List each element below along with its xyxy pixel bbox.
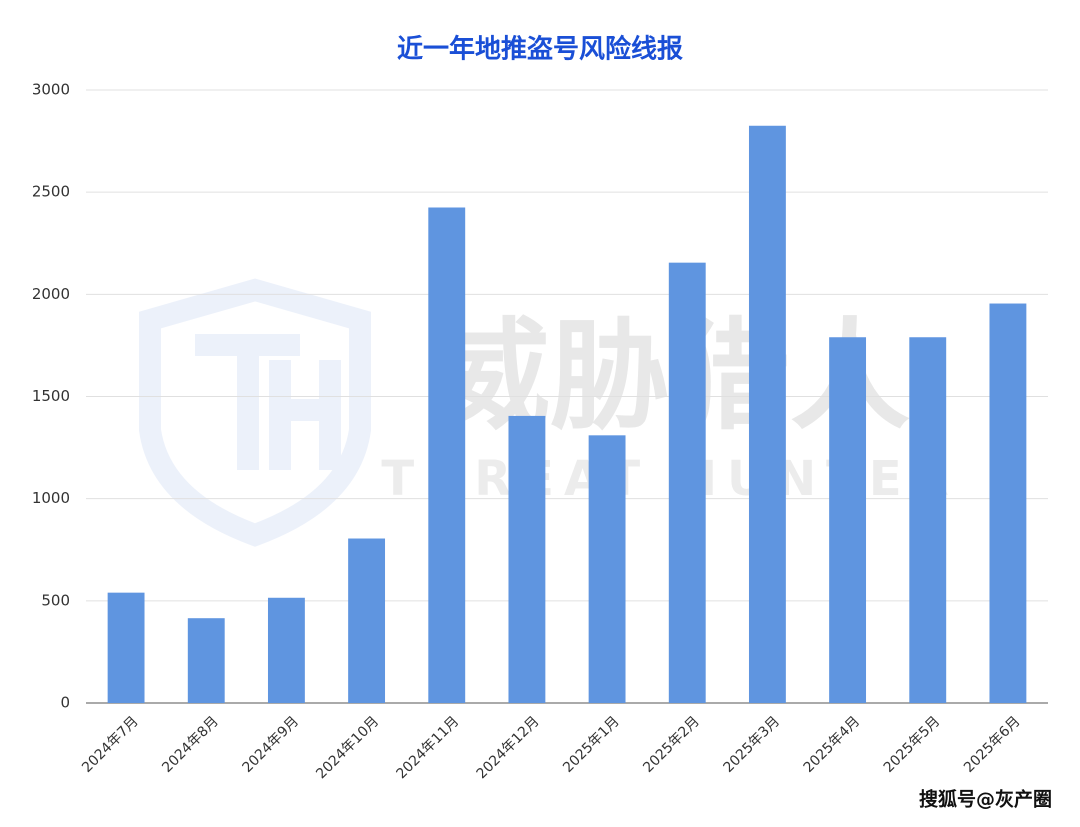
watermark-logo: [139, 278, 371, 547]
bar: [508, 415, 546, 703]
y-tick-label: 2000: [32, 285, 70, 303]
x-tick-label: 2025年6月: [961, 713, 1024, 776]
x-tick-label: 2025年2月: [640, 713, 703, 776]
y-tick-label: 2500: [32, 183, 70, 201]
y-tick-label: 3000: [32, 81, 70, 99]
x-tick-label: 2024年10月: [313, 713, 382, 782]
bar: [348, 538, 386, 703]
bar: [428, 207, 466, 703]
bar: [748, 125, 786, 704]
bar: [829, 337, 867, 703]
source-label: 搜狐号@灰产圈: [919, 788, 1052, 811]
x-tick-label: 2024年11月: [393, 713, 462, 782]
x-tick-label: 2025年4月: [801, 713, 864, 776]
bar: [187, 618, 225, 703]
y-tick-label: 500: [41, 591, 70, 609]
y-tick-label: 0: [60, 694, 70, 712]
bar: [989, 303, 1027, 703]
x-tick-label: 2025年1月: [560, 713, 623, 776]
bar: [909, 337, 947, 703]
bar: [668, 262, 706, 703]
y-tick-label: 1000: [32, 489, 70, 507]
bar: [107, 592, 145, 703]
bar: [267, 597, 305, 703]
bar: [588, 435, 626, 703]
chart-title: 近一年地推盗号风险线报: [397, 34, 683, 65]
x-tick-label: 2024年9月: [239, 713, 302, 776]
x-tick-label: 2024年8月: [159, 713, 222, 776]
x-tick-label: 2024年12月: [474, 713, 543, 782]
x-tick-label: 2025年3月: [720, 713, 783, 776]
x-tick-label: 2024年7月: [79, 713, 142, 776]
x-tick-label: 2025年5月: [881, 713, 944, 776]
y-tick-label: 1500: [32, 387, 70, 405]
